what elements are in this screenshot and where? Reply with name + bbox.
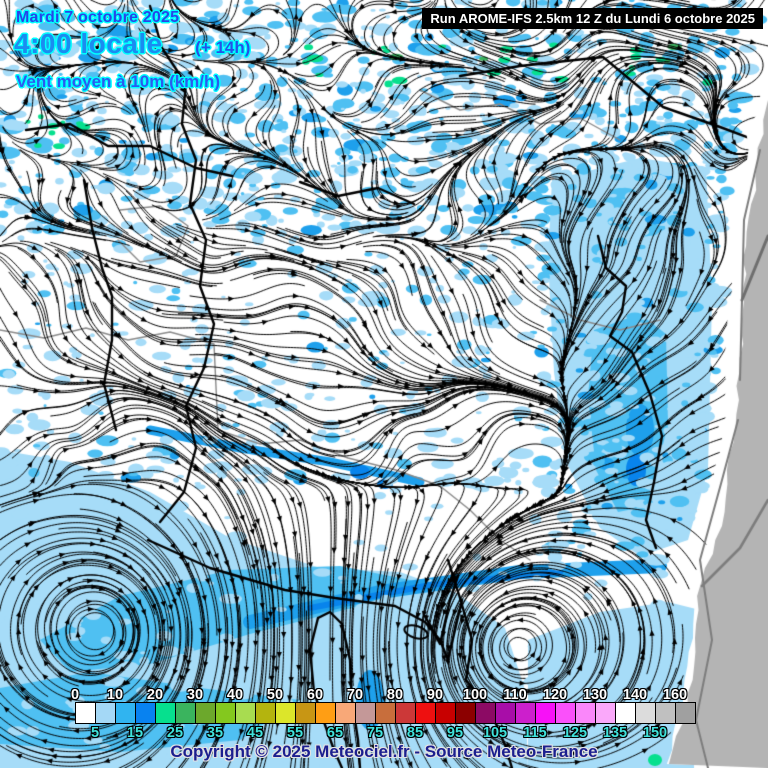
scale-color-box: [195, 702, 216, 724]
scale-label: 160: [662, 687, 688, 703]
forecast-date: Mardi 7 octobre 2025: [16, 9, 180, 26]
forecast-hour-offset: (+ 14h): [195, 38, 251, 57]
scale-label: 10: [106, 687, 124, 703]
scale-label: 135: [602, 725, 628, 741]
scale-color-box: [275, 702, 296, 724]
scale-color-box: [455, 702, 476, 724]
scale-color-box: [615, 702, 636, 724]
scale-color-box: [355, 702, 376, 724]
scale-color-box: [495, 702, 516, 724]
scale-label: 75: [366, 725, 384, 741]
scale-color-box: [115, 702, 136, 724]
scale-label: 150: [642, 725, 668, 741]
scale-label: 125: [562, 725, 588, 741]
scale-label: 130: [582, 687, 608, 703]
forecast-local-time: 4:00 locale: [14, 28, 163, 59]
scale-color-box: [655, 702, 676, 724]
scale-color-box: [535, 702, 556, 724]
scale-label: 40: [226, 687, 244, 703]
scale-label: 95: [446, 725, 464, 741]
scale-label: 90: [426, 687, 444, 703]
scale-label: 120: [542, 687, 568, 703]
scale-label: 80: [386, 687, 404, 703]
scale-label: 45: [246, 725, 264, 741]
scale-label: 70: [346, 687, 364, 703]
scale-color-box: [515, 702, 536, 724]
scale-color-box: [635, 702, 656, 724]
scale-color-box: [675, 702, 696, 724]
scale-color-box: [595, 702, 616, 724]
scale-label: 140: [622, 687, 648, 703]
scale-label: 0: [70, 687, 80, 703]
scale-label: 85: [406, 725, 424, 741]
scale-label: 110: [503, 687, 527, 703]
scale-label: 35: [206, 725, 224, 741]
scale-label: 20: [146, 687, 164, 703]
scale-label: 50: [266, 687, 284, 703]
scale-color-box: [315, 702, 336, 724]
scale-color-box: [75, 702, 96, 724]
scale-label: 105: [482, 725, 508, 741]
scale-color-box: [335, 702, 356, 724]
scale-color-box: [475, 702, 496, 724]
forecast-time-row: 4:00 locale (+ 14h): [14, 28, 250, 60]
scale-color-box: [435, 702, 456, 724]
scale-label: 30: [186, 687, 204, 703]
copyright-notice: Copyright © 2025 Meteociel.fr - Source M…: [170, 742, 598, 761]
scale-label: 25: [166, 725, 184, 741]
scale-label: 55: [286, 725, 304, 741]
model-run-badge: Run AROME-IFS 2.5km 12 Z du Lundi 6 octo…: [422, 8, 763, 29]
scale-color-box: [95, 702, 116, 724]
scale-color-box: [155, 702, 176, 724]
scale-color-box: [215, 702, 236, 724]
scale-label: 5: [90, 725, 100, 741]
scale-label: 115: [523, 725, 547, 741]
scale-color-box: [415, 702, 436, 724]
scale-color-box: [235, 702, 256, 724]
scale-color-box: [395, 702, 416, 724]
scale-color-box: [295, 702, 316, 724]
scale-label: 15: [126, 725, 144, 741]
scale-color-box: [135, 702, 156, 724]
scale-color-box: [255, 702, 276, 724]
scale-color-box: [575, 702, 596, 724]
wind-speed-color-scale: [75, 702, 696, 724]
scale-label: 65: [326, 725, 344, 741]
scale-color-box: [555, 702, 576, 724]
scale-label: 100: [462, 687, 488, 703]
map-variable-label: Vent moyen à 10m (km/h): [16, 72, 221, 91]
scale-label: 60: [306, 687, 324, 703]
scale-color-box: [175, 702, 196, 724]
color-scale-top-labels: 0 10 20 30 40 50 60 70 80 90 100 110 120 130 140 160: [55, 687, 695, 703]
scale-color-box: [375, 702, 396, 724]
color-scale-bottom-labels: 5 15 25 35 45 55 65 75 85 95 105 115 125 135 150: [75, 725, 675, 741]
